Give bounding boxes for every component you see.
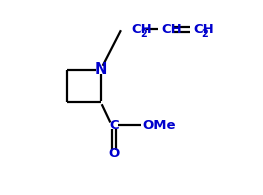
Text: O: O	[109, 147, 120, 160]
Text: 2: 2	[201, 29, 208, 39]
Text: CH: CH	[132, 23, 152, 36]
Text: CH: CH	[161, 23, 182, 36]
Text: C: C	[109, 119, 119, 132]
Text: CH: CH	[193, 23, 214, 36]
Text: 2: 2	[140, 29, 147, 39]
Text: OMe: OMe	[142, 119, 176, 132]
Text: N: N	[95, 62, 107, 77]
